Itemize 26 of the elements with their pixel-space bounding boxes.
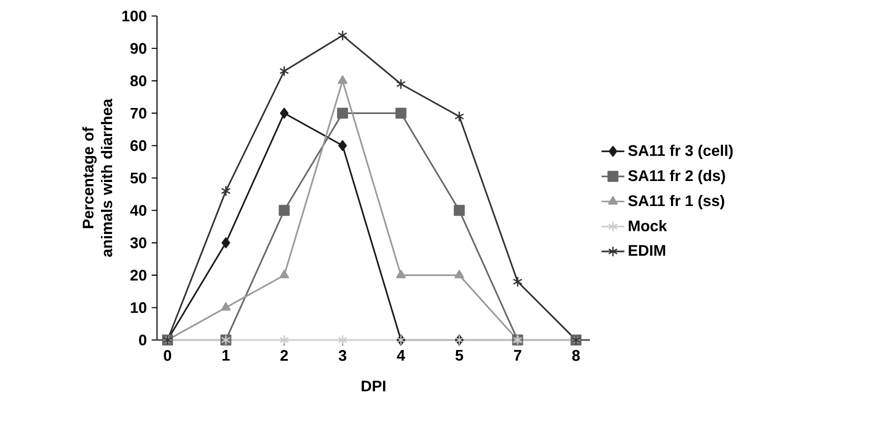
x-tick-label: 8 (572, 350, 580, 361)
x-tick-label: 5 (456, 350, 464, 361)
y-tick-label: 60 (130, 140, 146, 152)
x-tick-label: 1 (222, 350, 230, 361)
y-tick-label: 30 (130, 237, 146, 248)
x-tick-label: 0 (164, 350, 172, 361)
legend-label: EDIM (628, 245, 666, 256)
x-axis-title: DPI (362, 380, 386, 392)
x-tick-label: 2 (280, 350, 288, 361)
legend-label: SA11 fr 1 (ss) (628, 194, 724, 210)
x-tick-label: 4 (396, 350, 406, 361)
y-tick-label: 20 (130, 270, 146, 281)
y-tick-label: 90 (130, 42, 146, 54)
y-tick-label: 10 (130, 302, 146, 314)
x-tick-label: 7 (514, 350, 522, 361)
legend-label: Mock (628, 220, 667, 232)
legend-label: SA11 fr 2 (ds) (628, 170, 726, 184)
y-tick-label: 80 (130, 75, 146, 86)
y-tick-label: 70 (130, 108, 146, 119)
y-tick-label: 0 (139, 334, 146, 346)
y-tick-label: 50 (130, 172, 146, 184)
y-axis-title: Percentage of animals with diarrhea (82, 98, 112, 257)
legend-label: SA11 fr 3 (cell) (628, 144, 733, 160)
y-tick-label: 100 (122, 10, 146, 22)
y-tick-label: 40 (130, 204, 146, 216)
x-tick-label: 3 (338, 350, 346, 361)
